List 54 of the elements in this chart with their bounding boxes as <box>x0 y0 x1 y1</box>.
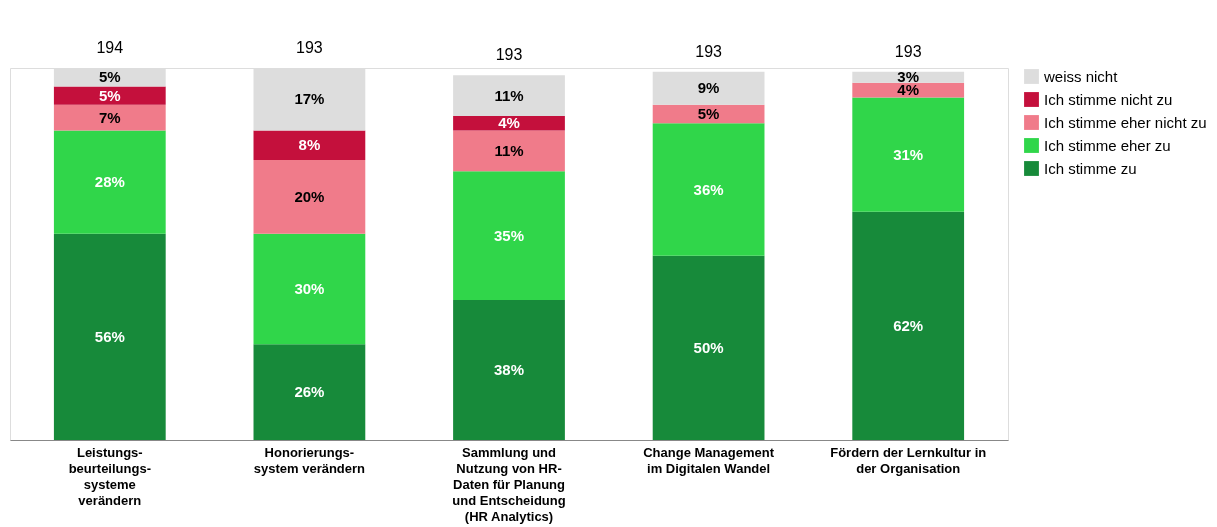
bar <box>852 211 965 440</box>
data-label: 62% <box>893 316 924 334</box>
data-label: 8% <box>298 136 321 154</box>
bar <box>53 233 166 440</box>
data-label: 9% <box>697 79 720 97</box>
data-label: 38% <box>493 361 525 379</box>
bar <box>453 115 565 131</box>
data-label: 11% <box>494 141 524 159</box>
x-tick-label: Leistungs- beurteilungs- systeme verändern <box>68 444 151 508</box>
legend-label: Ich stimme nicht zu <box>1044 90 1173 108</box>
data-label: 7% <box>98 108 121 126</box>
data-label: 5% <box>98 86 121 104</box>
data-label: 5% <box>98 68 121 86</box>
data-label: 17% <box>294 90 325 108</box>
bar <box>453 75 565 116</box>
bar <box>253 130 366 161</box>
data-label: 56% <box>94 327 125 345</box>
text: 193 <box>495 46 523 64</box>
data-label: 5% <box>697 105 720 123</box>
bar <box>253 344 366 440</box>
data-label: 26% <box>294 383 325 401</box>
data-label: 35% <box>493 226 525 244</box>
data-label: 30% <box>294 279 325 297</box>
text: 193 <box>894 42 922 60</box>
data-label: 28% <box>94 173 125 191</box>
data-label: 31% <box>893 145 924 163</box>
bar <box>453 300 565 440</box>
bar <box>652 71 765 105</box>
data-label: 50% <box>693 338 724 356</box>
x-tick-label: Fördern der Lernkultur in der Organisation <box>830 444 987 476</box>
legend-label: weiss nicht <box>1043 67 1119 85</box>
x-tick-label: Sammlung und Nutzung von HR- Daten für Planung und Entscheidung (HR Analytics) <box>452 444 566 524</box>
data-label: 4% <box>498 114 520 132</box>
bar <box>453 171 565 301</box>
bar <box>253 233 366 345</box>
bar <box>53 104 166 131</box>
text: 193 <box>296 39 323 56</box>
text: 194 <box>96 39 124 56</box>
bar <box>652 123 765 256</box>
data-label: 11% <box>494 86 524 104</box>
bar <box>53 130 166 234</box>
text: 193 <box>695 42 723 60</box>
x-tick-label: Honorierungs- system verändern <box>253 444 366 476</box>
bar <box>852 97 965 212</box>
legend-label: Ich stimme zu <box>1044 159 1137 177</box>
bar <box>652 255 765 440</box>
bar <box>453 130 565 172</box>
legend-label: Ich stimme eher zu <box>1044 136 1171 154</box>
data-label: 36% <box>693 180 724 198</box>
bar <box>253 160 366 234</box>
x-tick-label: Change Management im Digitalen Wandel <box>643 444 775 476</box>
data-label: 20% <box>294 187 325 205</box>
bar <box>53 86 166 105</box>
legend-label: Ich stimme eher nicht zu <box>1044 113 1207 131</box>
